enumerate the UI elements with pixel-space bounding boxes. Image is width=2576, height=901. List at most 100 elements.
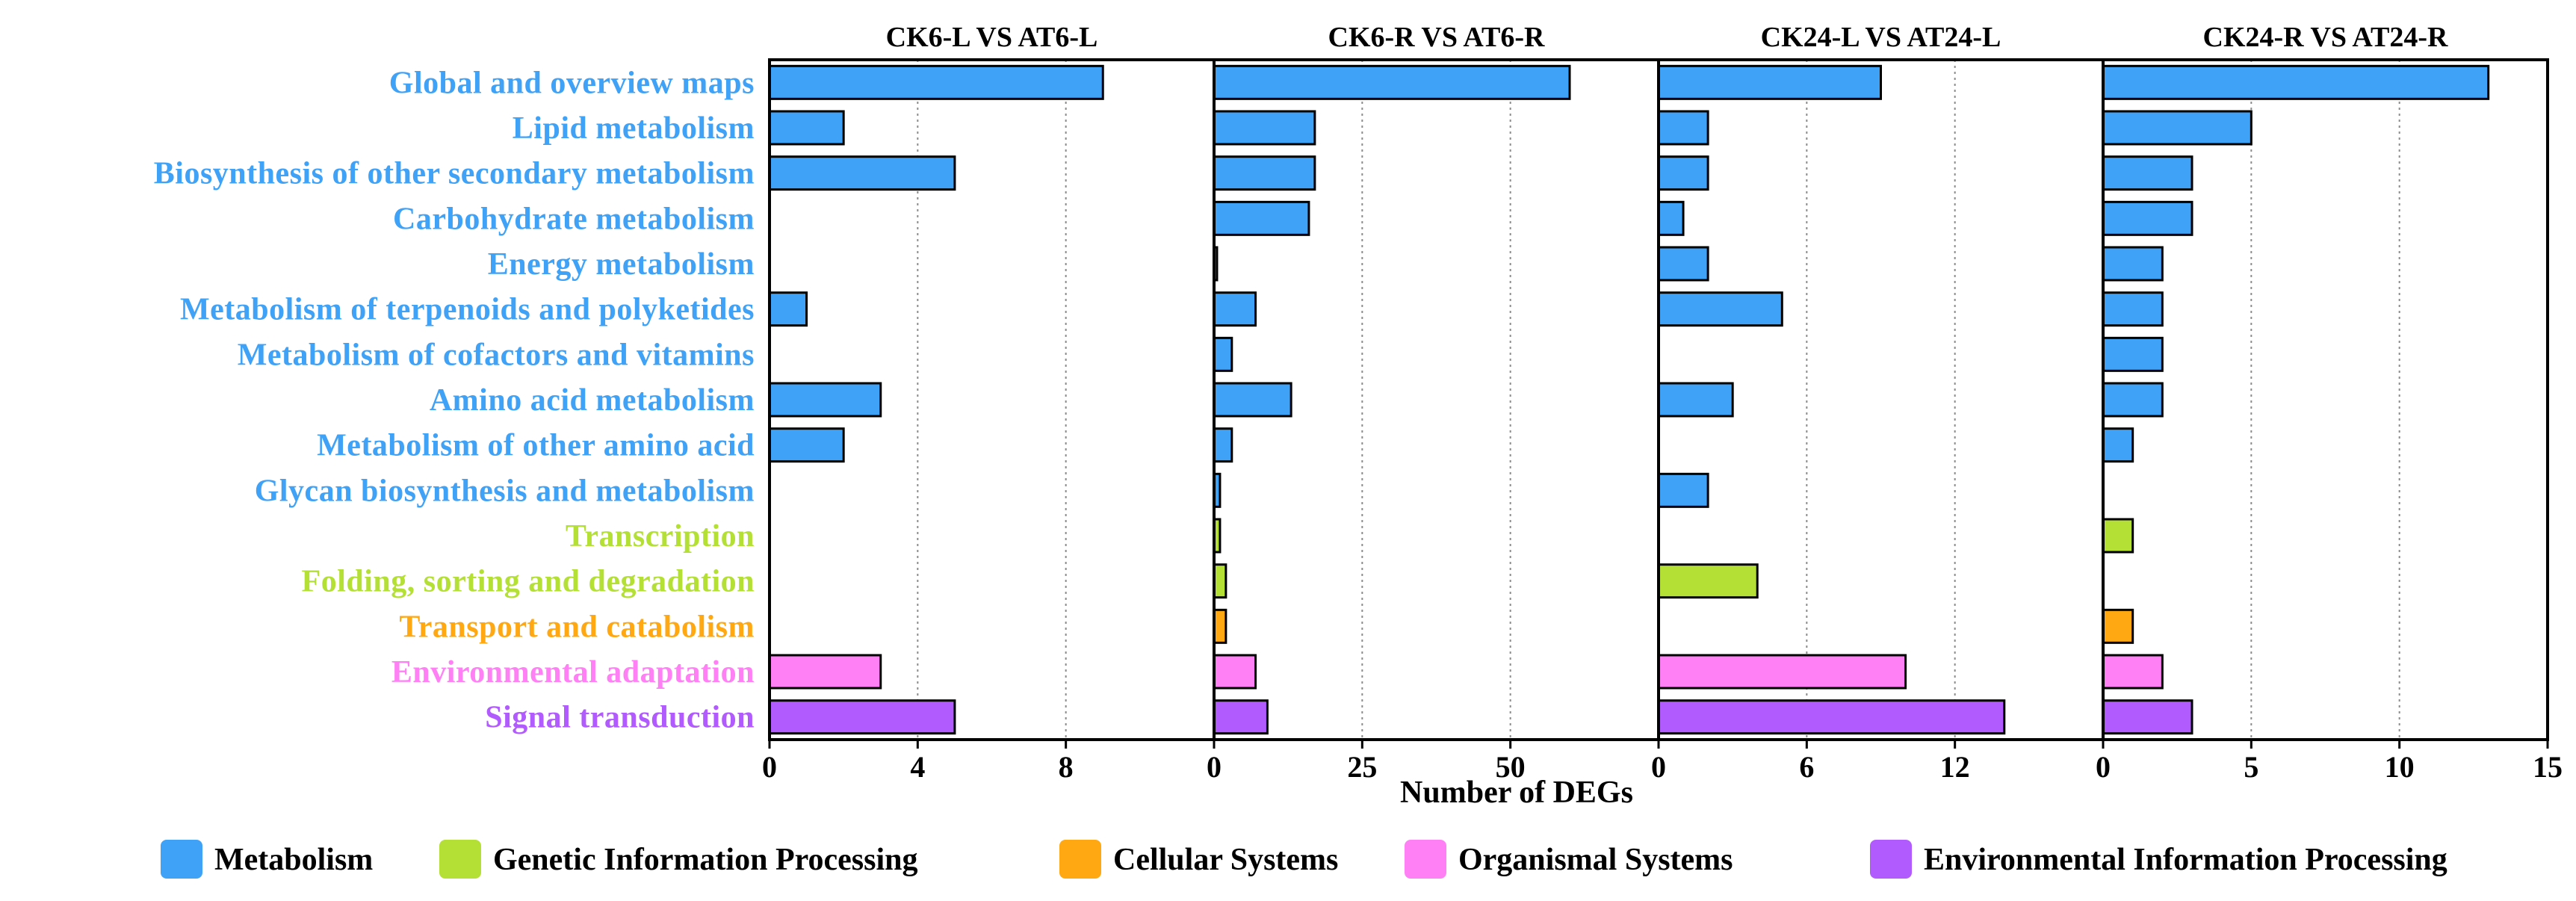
panel-1: CK6-L VS AT6-L 0 4 8 <box>762 22 1216 784</box>
bar <box>768 64 1104 100</box>
x-tick-label: 10 <box>2385 750 2415 784</box>
legend-label: Organismal Systems <box>1458 843 1733 877</box>
category-label: Lipid metabolism <box>513 111 755 146</box>
legend-item: Metabolism <box>161 840 373 879</box>
x-tick-label: 0 <box>762 750 777 784</box>
bar <box>2102 200 2193 236</box>
panel-title: CK24-R VS AT24-R <box>2203 22 2449 53</box>
legend: Metabolism Genetic Information Processing… <box>161 840 2447 879</box>
bar <box>768 699 956 735</box>
bar <box>1657 654 1907 690</box>
category-label: Signal transduction <box>485 701 755 735</box>
legend-swatch <box>439 840 481 879</box>
legend-swatch <box>1059 840 1101 879</box>
bar <box>1657 472 1709 508</box>
bar <box>1657 155 1709 191</box>
x-tick-label: 50 <box>1496 750 1526 784</box>
bar <box>1657 699 2006 735</box>
bar <box>2102 64 2490 100</box>
bar <box>1213 699 1269 735</box>
legend-item: Cellular Systems <box>1059 840 1338 879</box>
bar <box>2102 291 2164 327</box>
bar <box>2102 608 2134 644</box>
legend-swatch <box>161 840 202 879</box>
panel-title: CK24-L VS AT24-L <box>1761 22 2001 53</box>
bar <box>1657 246 1709 282</box>
bar <box>1657 64 1882 100</box>
x-tick-label: 8 <box>1059 750 1074 784</box>
bar <box>1213 654 1257 690</box>
legend-item: Environmental Information Processing <box>1870 840 2447 879</box>
bar <box>768 110 845 146</box>
category-label: Transport and catabolism <box>399 610 755 644</box>
x-tick-label: 0 <box>2096 750 2111 784</box>
category-label: Metabolism of other amino acid <box>317 429 755 463</box>
bar <box>1213 64 1571 100</box>
bar <box>2102 155 2193 191</box>
x-tick-label: 0 <box>1207 750 1222 784</box>
category-label: Glycan biosynthesis and metabolism <box>255 474 755 508</box>
category-label: Transcription <box>566 519 755 554</box>
x-tick-label: 6 <box>1799 750 1814 784</box>
panel-title: CK6-R VS AT6-R <box>1328 22 1546 53</box>
legend-label: Genetic Information Processing <box>493 843 917 877</box>
bar <box>768 654 882 690</box>
bar <box>768 427 845 463</box>
bar <box>2102 518 2134 554</box>
x-tick-label: 15 <box>2533 750 2563 784</box>
bar <box>2102 654 2164 690</box>
category-label: Biosynthesis of other secondary metaboli… <box>154 157 755 191</box>
bar <box>1657 200 1685 236</box>
bar <box>768 291 808 327</box>
bar <box>1213 382 1292 418</box>
x-tick-label: 5 <box>2244 750 2258 784</box>
bar <box>2102 246 2164 282</box>
category-label: Environmental adaptation <box>391 655 755 690</box>
category-label: Metabolism of terpenoids and polyketides <box>180 293 755 327</box>
legend-swatch <box>1870 840 1912 879</box>
bar <box>1213 427 1233 463</box>
panel-2: CK6-R VS AT6-R 0 25 50 <box>1207 22 1660 784</box>
bar <box>1213 563 1227 599</box>
bar <box>768 382 882 418</box>
bar <box>2102 427 2134 463</box>
bar <box>1657 110 1709 146</box>
legend-label: Metabolism <box>214 843 373 877</box>
x-tick-label: 25 <box>1347 750 1377 784</box>
legend-label: Cellular Systems <box>1113 843 1338 877</box>
category-label: Energy metabolism <box>488 247 755 282</box>
bar <box>2102 699 2193 735</box>
bar <box>1657 291 1783 327</box>
x-tick-label: 0 <box>1651 750 1666 784</box>
bar <box>1657 563 1759 599</box>
panel-3: CK24-L VS AT24-L 0 6 12 <box>1651 22 2105 784</box>
bar <box>1213 336 1233 372</box>
bar <box>1213 200 1310 236</box>
bar <box>2102 336 2164 372</box>
legend-swatch <box>1405 840 1446 879</box>
panel-title: CK6-L VS AT6-L <box>886 22 1098 53</box>
category-label: Folding, sorting and degradation <box>302 565 755 599</box>
bar <box>1657 382 1734 418</box>
legend-item: Genetic Information Processing <box>439 840 917 879</box>
bar <box>2102 110 2253 146</box>
category-labels: Global and overview maps Lipid metabolism… <box>154 66 755 734</box>
bar <box>2102 382 2164 418</box>
legend-label: Environmental Information Processing <box>1924 843 2447 877</box>
category-label: Metabolism of cofactors and vitamins <box>238 338 755 372</box>
bar <box>1213 155 1316 191</box>
bar <box>1213 110 1316 146</box>
legend-item: Organismal Systems <box>1405 840 1733 879</box>
category-label: Amino acid metabolism <box>430 383 755 418</box>
x-tick-label: 4 <box>910 750 925 784</box>
panel-frame <box>2102 58 2549 741</box>
category-label: Carbohydrate metabolism <box>393 202 755 236</box>
bar <box>1213 608 1227 644</box>
category-label: Global and overview maps <box>389 66 755 100</box>
panel-4: CK24-R VS AT24-R 0 5 10 15 <box>2096 22 2563 784</box>
bar <box>1213 291 1257 327</box>
x-axis-title: Number of DEGs <box>1400 775 1633 810</box>
bar <box>768 155 956 191</box>
